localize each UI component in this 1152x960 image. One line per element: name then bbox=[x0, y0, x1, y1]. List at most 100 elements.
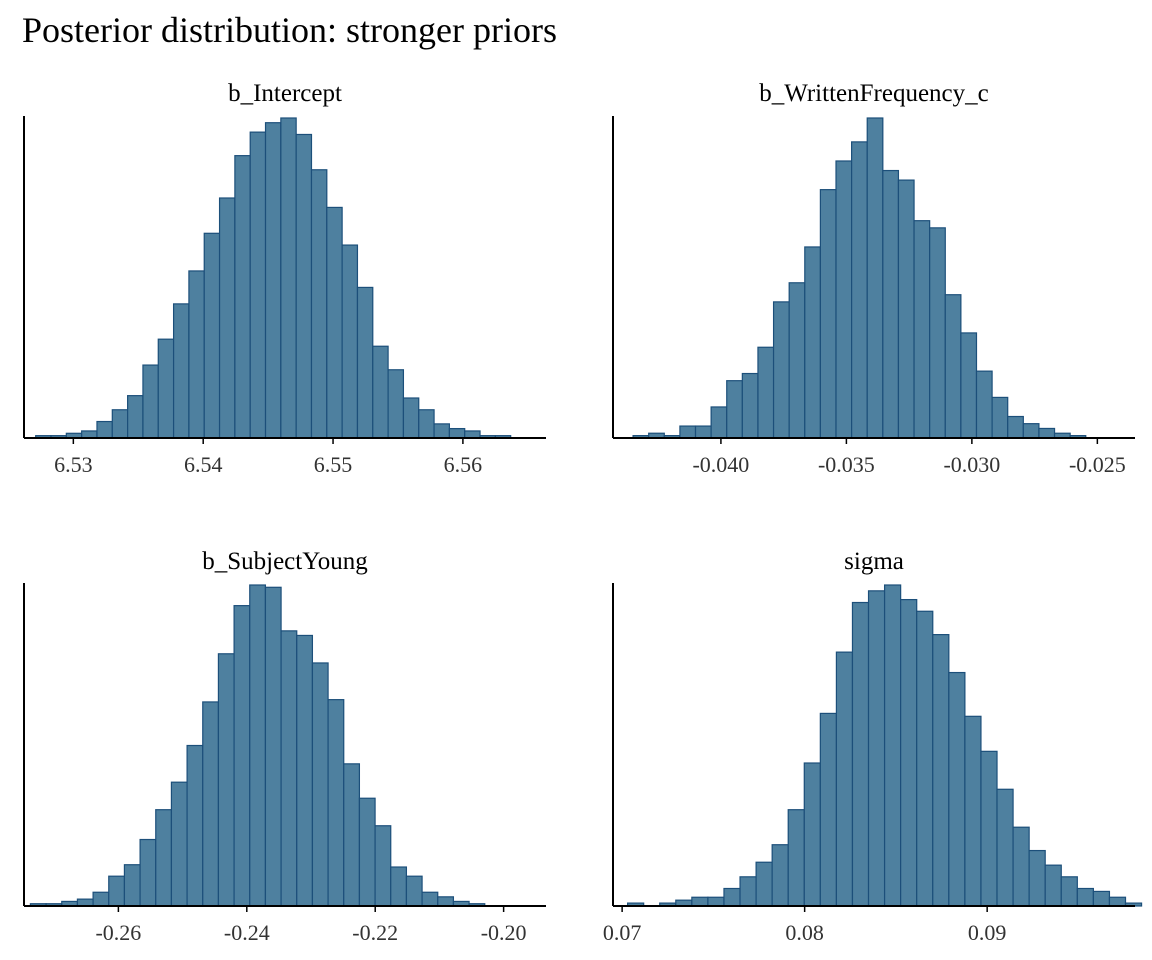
histogram-bar bbox=[387, 369, 405, 439]
histogram-bar bbox=[139, 838, 157, 907]
histogram-bar bbox=[710, 406, 728, 439]
histogram-bar bbox=[448, 427, 466, 439]
histogram-bar bbox=[343, 763, 361, 907]
histogram-bar bbox=[233, 605, 251, 907]
histogram-bar bbox=[264, 586, 282, 907]
histogram-bar bbox=[402, 397, 420, 439]
histogram-bar bbox=[421, 891, 439, 907]
histogram-bar bbox=[433, 423, 450, 439]
x-tick-label: -0.26 bbox=[95, 920, 141, 945]
histogram-bar bbox=[264, 122, 282, 439]
histogram-bar bbox=[996, 788, 1014, 907]
histogram-bar bbox=[356, 286, 374, 439]
histogram-bar bbox=[835, 160, 853, 439]
histogram-bar bbox=[172, 303, 190, 439]
histogram-bar bbox=[804, 246, 821, 439]
histogram-bar bbox=[76, 898, 94, 907]
histogram-bar bbox=[851, 601, 870, 907]
x-tick-label: 6.54 bbox=[184, 452, 223, 477]
histogram-bar bbox=[964, 715, 982, 907]
histogram-bar bbox=[295, 133, 313, 439]
histogram-bar bbox=[960, 332, 978, 439]
histogram-bar bbox=[691, 896, 709, 907]
histogram-bar bbox=[111, 409, 129, 439]
histogram-bar bbox=[464, 430, 481, 439]
x-tick-label: 0.07 bbox=[603, 920, 642, 945]
histogram-bar bbox=[851, 141, 868, 439]
x-tick-label: -0.035 bbox=[818, 452, 875, 477]
histogram-bar bbox=[249, 584, 267, 907]
histogram-bar bbox=[1092, 890, 1111, 907]
histogram-bar bbox=[341, 244, 359, 439]
histogram-bar bbox=[1028, 849, 1046, 907]
x-tick-label: 0.08 bbox=[785, 920, 824, 945]
histogram-bar bbox=[390, 866, 408, 907]
histogram-bar bbox=[694, 425, 712, 439]
histogram-bar bbox=[249, 131, 267, 439]
histogram-bar bbox=[437, 896, 455, 907]
x-tick-label: -0.025 bbox=[1069, 452, 1126, 477]
x-tick-label: 0.09 bbox=[968, 920, 1007, 945]
chart-title: Posterior distribution: stronger priors bbox=[22, 10, 557, 50]
histogram-bar bbox=[202, 701, 220, 907]
histogram-bar bbox=[1038, 427, 1056, 439]
histogram-bar bbox=[944, 294, 962, 439]
histogram-bar bbox=[819, 712, 838, 907]
histogram-bar bbox=[883, 584, 902, 907]
histogram-bar bbox=[326, 206, 343, 439]
panel-4: sigma 0.07 0.08 0.09 bbox=[603, 548, 1143, 945]
histogram-bar bbox=[803, 762, 821, 907]
histogram-bar bbox=[92, 891, 110, 907]
histogram-bar bbox=[218, 197, 236, 439]
panel-2: b_WrittenFrequency_c -0.040 -0.035 -0.030 -0… bbox=[612, 80, 1135, 477]
histogram-bar bbox=[932, 634, 950, 907]
histogram-bar bbox=[1076, 887, 1094, 907]
histogram-bar bbox=[867, 590, 886, 907]
histogram-bar bbox=[374, 825, 392, 907]
histogram-bar bbox=[170, 781, 188, 907]
histogram-bar bbox=[372, 345, 389, 439]
histogram-bar bbox=[900, 598, 918, 907]
histogram-bar bbox=[882, 169, 900, 439]
histogram-bar bbox=[1108, 896, 1127, 907]
x-tick-label: 6.53 bbox=[54, 452, 93, 477]
histogram-bar bbox=[405, 875, 423, 907]
histogram-bar bbox=[186, 744, 204, 907]
x-tick-label: 6.55 bbox=[314, 452, 353, 477]
histogram-bar bbox=[296, 634, 314, 907]
histogram-bar bbox=[755, 861, 773, 907]
histogram-bar bbox=[723, 887, 741, 907]
histogram-bar bbox=[771, 844, 789, 907]
histogram-bar bbox=[948, 671, 966, 907]
histogram-bar bbox=[913, 220, 931, 439]
panel-1: b_Intercept 6.53 6.54 6.55 6.56 bbox=[23, 80, 546, 477]
histogram-bar bbox=[127, 395, 144, 439]
histogram-bar bbox=[327, 699, 345, 907]
histogram-bar bbox=[788, 282, 806, 439]
histogram-bar bbox=[358, 797, 376, 907]
histogram-bar bbox=[157, 338, 175, 439]
histogram-bar bbox=[280, 630, 298, 907]
histogram-bar bbox=[310, 169, 328, 439]
histogram-bar bbox=[1060, 876, 1078, 907]
histogram-bar bbox=[866, 117, 884, 439]
panel-title: b_SubjectYoung bbox=[202, 548, 368, 575]
histogram-bar bbox=[787, 809, 805, 907]
histogram-bar bbox=[1044, 864, 1062, 907]
histogram-bar bbox=[757, 346, 775, 439]
histogram-bar bbox=[772, 301, 790, 439]
panel-title: sigma bbox=[844, 548, 904, 575]
histogram-bar bbox=[81, 430, 98, 439]
histogram-bar bbox=[679, 425, 697, 439]
histogram-bar bbox=[1007, 415, 1024, 439]
histogram-bar bbox=[739, 876, 757, 907]
panel-title: b_Intercept bbox=[228, 80, 342, 107]
histogram-bar bbox=[980, 750, 998, 907]
x-tick-label: -0.030 bbox=[943, 452, 1000, 477]
histogram-bar bbox=[418, 409, 435, 439]
histogram-bar bbox=[217, 653, 235, 907]
histogram-bar bbox=[188, 270, 205, 439]
histogram-bar bbox=[975, 370, 993, 439]
histogram-bar bbox=[203, 232, 221, 439]
